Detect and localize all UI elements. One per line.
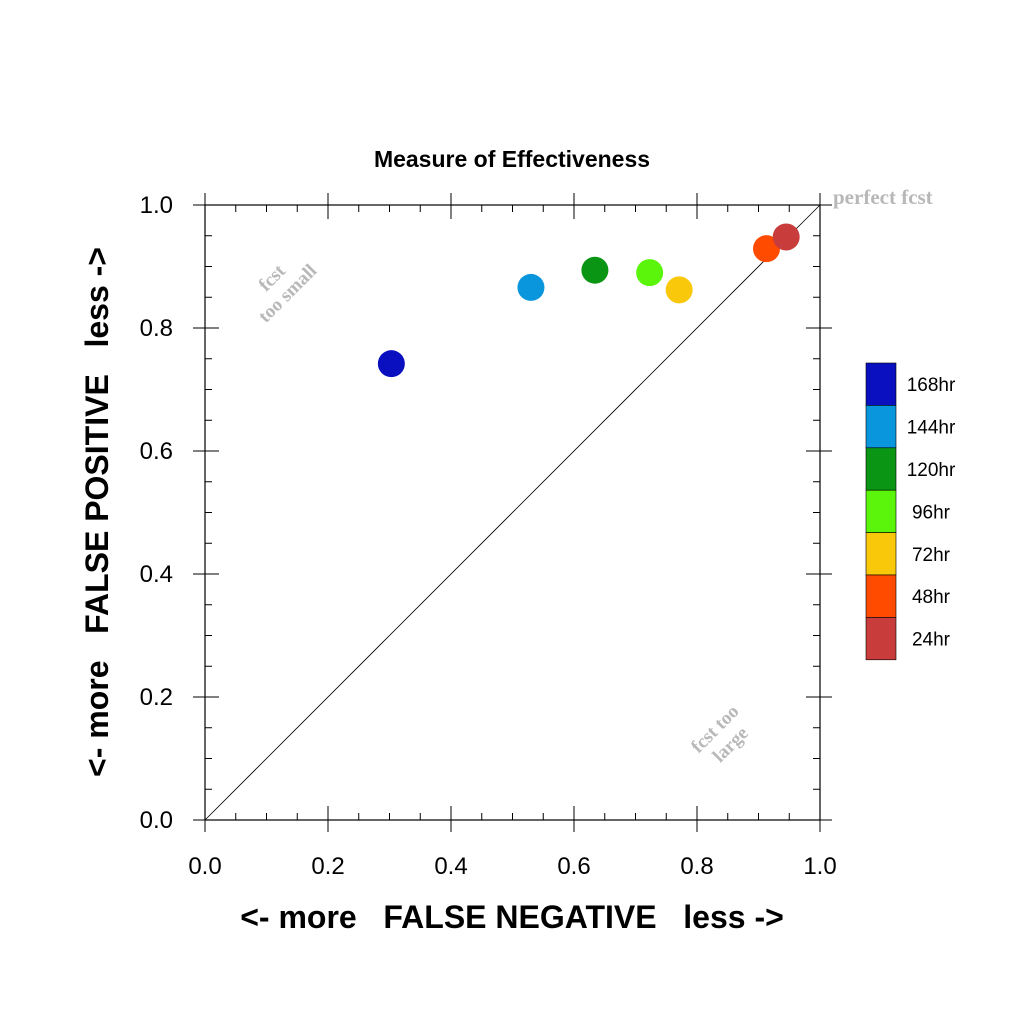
y-axis-label: <- more FALSE POSITIVE less -> bbox=[79, 247, 115, 777]
perfect-fcst-annotation: perfect fcst bbox=[833, 185, 933, 209]
x-tick-label: 0.4 bbox=[434, 853, 467, 880]
x-tick-label: 0.0 bbox=[188, 853, 221, 880]
legend-label-144hr: 144hr bbox=[907, 418, 956, 439]
point-96hr bbox=[636, 259, 664, 287]
y-tick-label: 0.0 bbox=[140, 807, 173, 834]
y-tick-label: 0.8 bbox=[140, 315, 173, 342]
point-48hr bbox=[752, 235, 780, 263]
x-axis-label: <- more FALSE NEGATIVE less -> bbox=[240, 899, 784, 935]
x-tick-label: 0.6 bbox=[557, 853, 590, 880]
point-72hr bbox=[665, 276, 693, 304]
point-120hr bbox=[581, 256, 609, 284]
legend-swatch-96hr bbox=[865, 489, 897, 533]
legend-label-168hr: 168hr bbox=[907, 375, 956, 396]
legend-label-72hr: 72hr bbox=[912, 545, 951, 566]
legend-label-48hr: 48hr bbox=[912, 587, 951, 608]
legend: 168hr 144hr 120hr 96hr 72hr 48hr 24hr bbox=[865, 362, 956, 661]
diagonal-line bbox=[204, 204, 821, 821]
point-168hr bbox=[377, 350, 405, 378]
legend-swatch-24hr bbox=[865, 617, 897, 661]
y-tick-label: 0.6 bbox=[140, 438, 173, 465]
data-points bbox=[377, 223, 800, 378]
point-144hr bbox=[517, 273, 545, 301]
chart-title: Measure of Effectiveness bbox=[374, 146, 650, 172]
legend-swatch-168hr bbox=[865, 362, 897, 406]
y-tick-label: 0.2 bbox=[140, 684, 173, 711]
axis-ticks: 0.0 0.2 0.4 0.6 0.8 1.0 0.0 0.2 0.4 0.6 0.8 1.0 bbox=[140, 192, 837, 880]
y-tick-label: 1.0 bbox=[140, 192, 173, 219]
x-tick-label: 1.0 bbox=[803, 853, 836, 880]
x-tick-label: 0.2 bbox=[311, 853, 344, 880]
legend-swatch-72hr bbox=[865, 532, 897, 576]
legend-label-96hr: 96hr bbox=[912, 502, 951, 523]
y-tick-label: 0.4 bbox=[140, 561, 173, 588]
legend-swatch-48hr bbox=[865, 574, 897, 618]
too-large-annotation: fcst toolarge bbox=[687, 701, 759, 773]
legend-label-120hr: 120hr bbox=[907, 460, 956, 481]
point-24hr bbox=[772, 223, 800, 251]
legend-label-24hr: 24hr bbox=[912, 630, 951, 651]
x-tick-label: 0.8 bbox=[680, 853, 713, 880]
legend-swatch-144hr bbox=[865, 405, 897, 449]
too-small-annotation: fcsttoo small bbox=[239, 245, 321, 327]
legend-swatch-120hr bbox=[865, 447, 897, 491]
